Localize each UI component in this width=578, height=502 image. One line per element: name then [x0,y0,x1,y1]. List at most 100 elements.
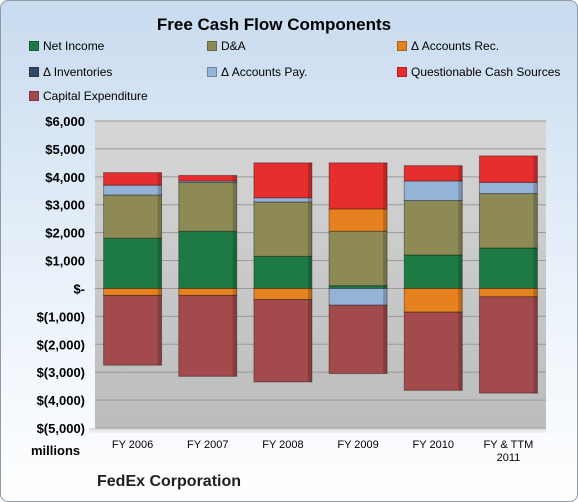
bar-segment [403,165,463,182]
x-tick-label: FY & TTM [484,439,534,451]
bar-shade [232,182,237,232]
x-tick-label: FY 2007 [187,439,228,451]
bar-segment [253,255,313,289]
bar-segment [328,230,388,287]
bar-shade [157,238,162,289]
bar-shade [458,312,463,391]
bar-shade [307,299,312,382]
bar-segment [478,296,538,394]
x-tick-label: FY 2006 [112,439,153,451]
bar-segment [253,287,313,301]
y-tick-label: $4,000 [45,170,85,185]
bar-shade [533,296,538,394]
bar-segment [178,174,238,182]
bar-shade [533,155,538,183]
bar-shade [232,295,237,377]
bar-shade [383,231,388,286]
bar-shade [307,288,312,300]
bar-segment [328,208,388,232]
legend-swatch [29,41,39,51]
y-tick-label: $5,000 [45,142,85,157]
y-axis-unit-label: millions [31,443,81,458]
bar-segment [253,162,313,199]
legend-item: D&A [207,39,246,53]
legend-label: Δ Accounts Rec. [411,39,500,53]
chart-title: Free Cash Flow Components [156,15,392,34]
bar-shade [458,165,463,182]
y-tick-label: $3,000 [45,198,85,213]
bar-segment [403,254,463,289]
legend-item: Δ Accounts Rec. [397,39,499,53]
y-tick-label: $(4,000) [37,393,85,408]
y-tick-label: $- [73,281,85,296]
bar-segment [253,201,313,257]
legend-swatch [29,91,39,101]
bar-shade [157,172,162,186]
y-tick-label: $1,000 [45,254,85,269]
bar-shade [533,193,538,248]
bar-segment [253,197,313,203]
bar-segment [103,194,163,239]
bar-segment [103,184,163,196]
bar-segment [328,287,388,306]
bar-segment [103,294,163,366]
y-tick-label: $6,000 [45,114,85,129]
bar-shade [383,288,388,306]
bar-shade [533,247,538,289]
bar-segment [478,181,538,195]
bar-shade [458,200,463,255]
bar-shade [307,201,312,257]
legend-item: Δ Accounts Pay. [207,65,308,79]
x-tick-label: 2011 [497,452,521,464]
bar-shade [157,288,162,296]
bar-segment [253,299,313,383]
bar-shade [383,208,388,232]
legend-swatch [207,41,217,51]
bar-shade [307,197,312,202]
legend-swatch [207,67,217,77]
bar-segment [478,247,538,289]
legend-item: Questionable Cash Sources [397,65,560,79]
plot-area [95,121,546,428]
y-tick-label: $2,000 [45,226,85,241]
legend-label: Capital Expenditure [43,89,148,103]
bar-shade [157,194,162,239]
bar-shade [533,182,538,194]
y-tick-label: $(1,000) [37,309,85,324]
legend-label: D&A [221,39,246,53]
bar-shade [533,288,538,297]
bar-shade [383,285,388,289]
legend-label: Net Income [43,39,105,53]
bar-segment [403,200,463,256]
legend-item: Net Income [29,39,104,53]
bar-segment [103,287,163,296]
legend-item: Capital Expenditure [29,89,148,103]
bar-segment [178,181,238,232]
legend-label: Questionable Cash Sources [411,65,561,79]
bar-segment [178,294,238,377]
bar-shade [458,181,463,201]
bar-shade [307,162,312,198]
bar-shade [232,175,237,182]
legend-swatch [397,67,407,77]
x-tick-label: FY 2008 [262,439,303,451]
bar-shade [458,288,463,313]
y-tick-label: $(5,000) [37,421,85,436]
company-name: FedEx Corporation [97,473,242,490]
bar-segment [328,162,388,210]
legend-swatch [29,67,39,77]
plot-floor [89,428,546,433]
bar-shade [157,295,162,366]
bar-segment [478,193,538,249]
bar-segment [478,155,538,183]
bar-shade [232,181,237,183]
bar-segment [403,180,463,202]
bar-segment [328,304,388,375]
y-tick-label: $(3,000) [37,365,85,380]
bar-segment [103,172,163,186]
bar-shade [157,185,162,195]
bar-shade [307,256,312,289]
bar-segment [178,230,238,289]
bar-segment [478,287,538,298]
